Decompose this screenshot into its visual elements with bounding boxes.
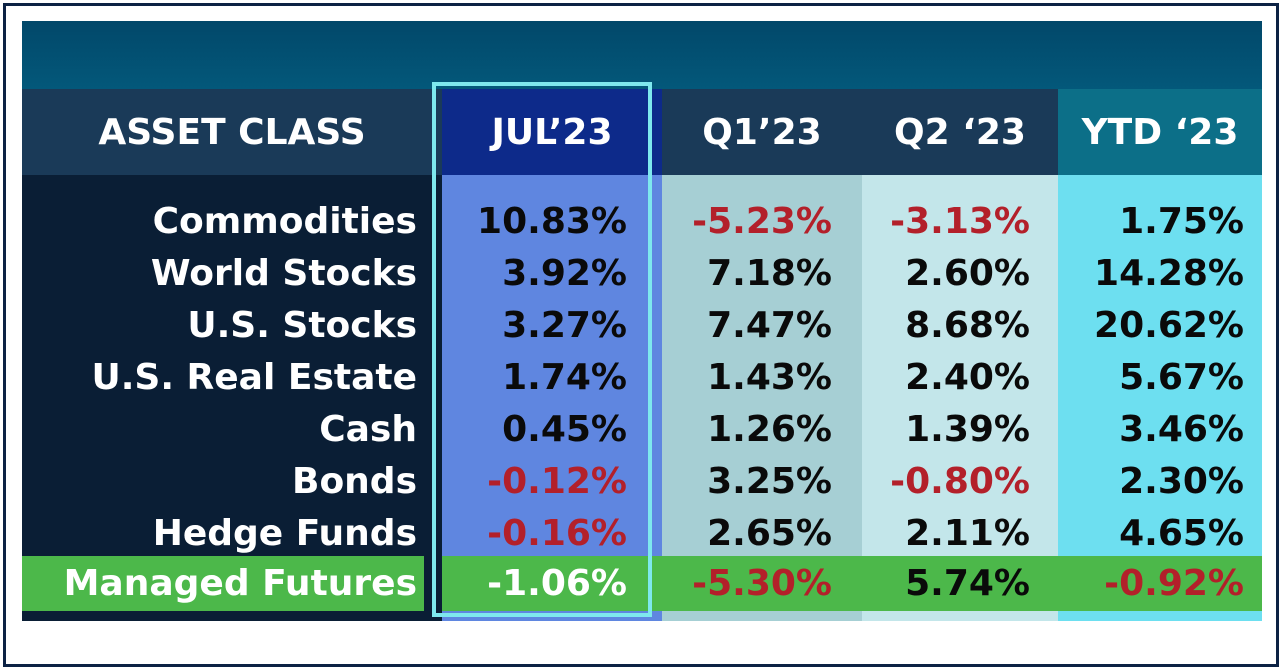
returns-table: ASSET CLASS JUL’23 Q1’23 Q2 ‘23 YTD ‘23 Commo… bbox=[22, 21, 1262, 621]
value-cell-q2: 2.11% bbox=[905, 512, 1030, 554]
row-label: Managed Futures bbox=[63, 562, 417, 604]
value-cell-jul: 0.45% bbox=[502, 408, 627, 450]
value-cell-q1: -5.30% bbox=[692, 562, 832, 604]
row-label: U.S. Stocks bbox=[187, 304, 417, 346]
value-cell-ytd: 2.30% bbox=[1119, 460, 1244, 502]
value-cell-q2: -3.13% bbox=[890, 200, 1030, 242]
ytd-column-bg bbox=[1058, 175, 1262, 621]
value-cell-q1: 3.25% bbox=[707, 460, 832, 502]
value-cell-jul: 10.83% bbox=[477, 200, 627, 242]
highlight-row-band-0 bbox=[22, 556, 424, 611]
ytd-header-bg bbox=[1058, 89, 1262, 175]
jul-header-bg bbox=[442, 89, 662, 175]
top-band bbox=[22, 21, 1262, 89]
header-ytd: YTD ‘23 bbox=[1081, 111, 1239, 153]
header-jul: JUL’23 bbox=[491, 111, 613, 153]
jul-column-bg bbox=[442, 175, 662, 621]
row-label: Cash bbox=[319, 408, 417, 450]
value-cell-ytd: 3.46% bbox=[1119, 408, 1244, 450]
q1-column-bg bbox=[662, 175, 862, 621]
value-cell-q1: 1.26% bbox=[707, 408, 832, 450]
frame: ASSET CLASS JUL’23 Q1’23 Q2 ‘23 YTD ‘23 Commo… bbox=[3, 3, 1279, 667]
value-cell-ytd: 14.28% bbox=[1094, 252, 1244, 294]
highlight-row-band-1 bbox=[442, 556, 662, 611]
header-q1: Q1’23 bbox=[702, 111, 822, 153]
q2-column-bg bbox=[862, 175, 1058, 621]
header-q2: Q2 ‘23 bbox=[894, 111, 1026, 153]
row-label: Commodities bbox=[152, 200, 417, 242]
value-cell-q1: 2.65% bbox=[707, 512, 832, 554]
value-cell-jul: -0.16% bbox=[487, 512, 627, 554]
value-cell-jul: -0.12% bbox=[487, 460, 627, 502]
header-label: ASSET CLASS bbox=[98, 111, 366, 153]
value-cell-q2: 2.40% bbox=[905, 356, 1030, 398]
value-cell-q2: 2.60% bbox=[905, 252, 1030, 294]
value-cell-q2: -0.80% bbox=[890, 460, 1030, 502]
row-label: World Stocks bbox=[150, 252, 417, 294]
value-cell-jul: 3.27% bbox=[502, 304, 627, 346]
value-cell-jul: -1.06% bbox=[487, 562, 627, 604]
value-cell-q1: -5.23% bbox=[692, 200, 832, 242]
value-cell-q1: 1.43% bbox=[707, 356, 832, 398]
value-cell-jul: 3.92% bbox=[502, 252, 627, 294]
row-label: Bonds bbox=[292, 460, 417, 502]
value-cell-ytd: 4.65% bbox=[1119, 512, 1244, 554]
value-cell-q2: 1.39% bbox=[905, 408, 1030, 450]
value-cell-ytd: 5.67% bbox=[1119, 356, 1244, 398]
value-cell-ytd: -0.92% bbox=[1104, 562, 1244, 604]
value-cell-jul: 1.74% bbox=[502, 356, 627, 398]
row-label: Hedge Funds bbox=[152, 512, 417, 554]
value-cell-ytd: 1.75% bbox=[1119, 200, 1244, 242]
value-cell-q2: 5.74% bbox=[905, 562, 1030, 604]
highlight-row-band-2 bbox=[662, 556, 1262, 611]
value-cell-ytd: 20.62% bbox=[1094, 304, 1244, 346]
value-cell-q1: 7.18% bbox=[707, 252, 832, 294]
row-label: U.S. Real Estate bbox=[91, 356, 418, 398]
value-cell-q2: 8.68% bbox=[905, 304, 1030, 346]
value-cell-q1: 7.47% bbox=[707, 304, 832, 346]
